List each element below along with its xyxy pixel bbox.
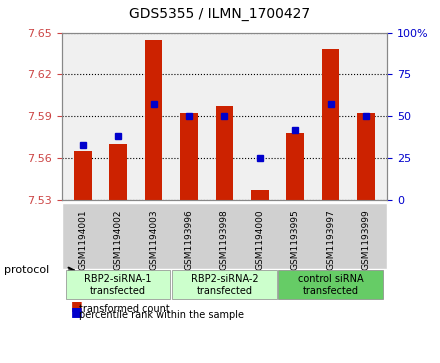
Bar — [286, 133, 304, 200]
Bar — [110, 144, 127, 200]
Text: RBP2-siRNA-2
transfected: RBP2-siRNA-2 transfected — [191, 274, 258, 296]
Bar — [322, 49, 339, 200]
Bar — [74, 151, 92, 200]
Bar — [251, 190, 269, 200]
Bar — [145, 40, 162, 200]
Text: transformed count: transformed count — [79, 303, 170, 314]
Text: protocol: protocol — [4, 265, 50, 276]
Text: GDS5355 / ILMN_1700427: GDS5355 / ILMN_1700427 — [129, 7, 311, 21]
Bar — [180, 113, 198, 200]
Bar — [357, 113, 375, 200]
Text: percentile rank within the sample: percentile rank within the sample — [79, 310, 244, 320]
Text: ■: ■ — [70, 298, 82, 311]
Text: control siRNA
transfected: control siRNA transfected — [298, 274, 363, 296]
Text: ■: ■ — [70, 305, 82, 318]
Text: RBP2-siRNA-1
transfected: RBP2-siRNA-1 transfected — [84, 274, 152, 296]
Bar — [216, 106, 233, 200]
